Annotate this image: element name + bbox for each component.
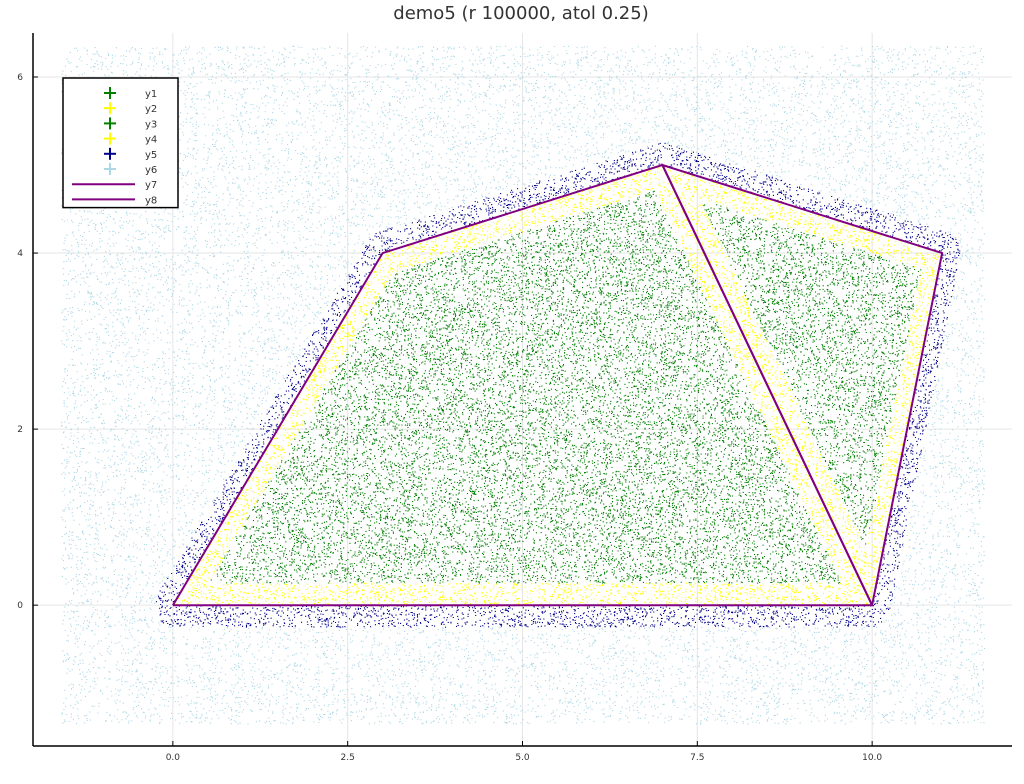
legend-box [62, 77, 179, 209]
legend: y1 y2 y3 y4 y5 y6 y7 y8 [62, 77, 179, 209]
legend-label: y7 [145, 180, 157, 191]
legend-item-y5: y5 [104, 147, 157, 161]
legend-item-y1: y1 [104, 87, 157, 100]
legend-label: y5 [145, 150, 157, 161]
series-y5-points [155, 142, 961, 628]
legend-item-y8: y8 [72, 195, 157, 206]
legend-item-y4: y4 [104, 132, 157, 146]
legend-item-y7: y7 [72, 180, 157, 191]
legend-label: y2 [145, 104, 157, 115]
legend-label: y8 [145, 195, 157, 206]
series-y6-points [61, 45, 986, 725]
x-tick-label: 2.5 [341, 753, 355, 763]
x-tick-label: 7.5 [690, 753, 704, 763]
x-tick-label: 10.0 [862, 753, 882, 763]
series-y3-points [703, 204, 922, 545]
legend-label: y1 [145, 89, 157, 100]
legend-item-y6: y6 [104, 163, 157, 176]
series-y8-line [660, 163, 944, 606]
legend-label: y3 [145, 119, 157, 130]
legend-label: y4 [145, 135, 157, 146]
y-tick-label: 4 [17, 249, 23, 259]
y-tick-label: 2 [17, 425, 23, 435]
legend-item-y2: y2 [104, 102, 157, 115]
series-y2-points [174, 166, 871, 606]
series-y4-points [665, 166, 942, 599]
series-y1-points [210, 190, 841, 584]
lines-layer [172, 163, 944, 607]
legend-label: y6 [145, 165, 157, 176]
legend-item-y3: y3 [104, 117, 157, 130]
chart-title: demo5 (r 100000, atol 0.25) [393, 3, 648, 24]
x-tick-label: 5.0 [515, 753, 530, 763]
y-tick-label: 6 [17, 73, 23, 83]
points-layer [61, 45, 986, 725]
y-tick-label: 0 [17, 601, 23, 611]
axes-layer: 0.0 2.5 5.0 7.5 10.0 0 2 4 6 [17, 33, 1012, 763]
x-tick-label: 0.0 [166, 753, 181, 763]
